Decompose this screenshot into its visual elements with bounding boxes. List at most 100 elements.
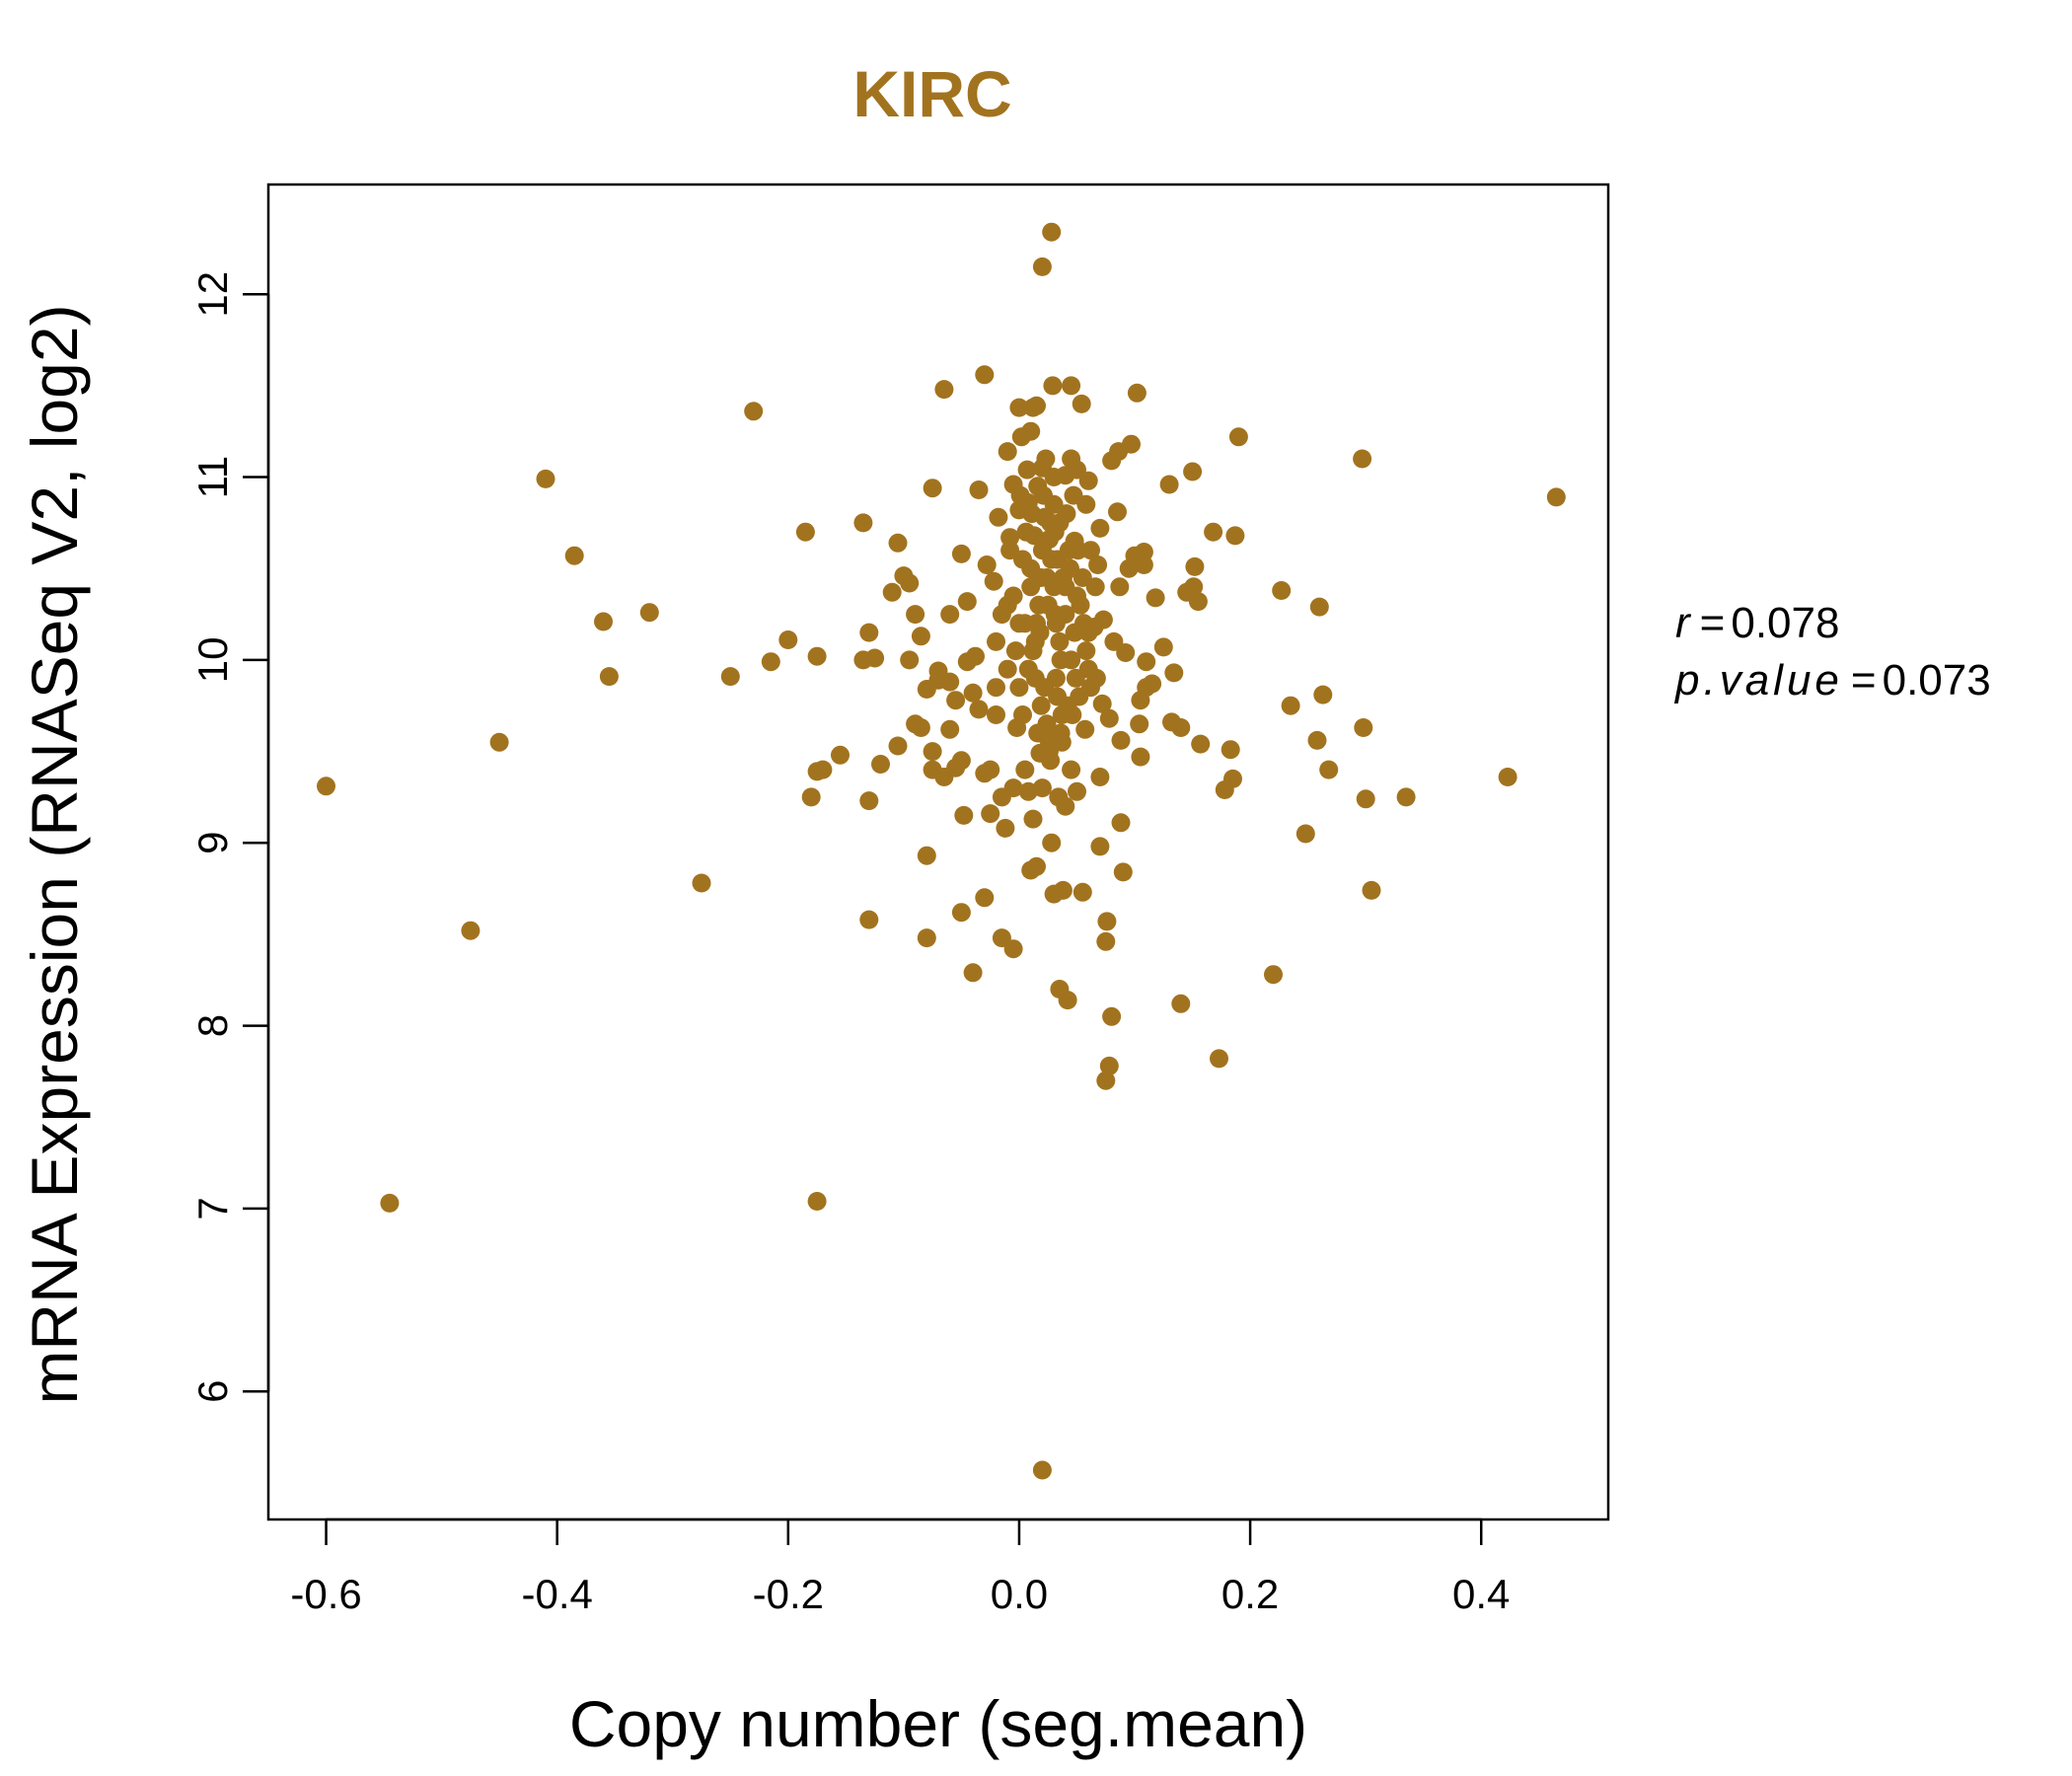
data-point <box>1032 1460 1052 1480</box>
data-point <box>1362 880 1381 900</box>
data-point <box>1057 504 1076 524</box>
data-point <box>1159 475 1179 494</box>
data-point <box>1076 494 1096 514</box>
x-tick-label: 0.0 <box>991 1571 1048 1617</box>
data-point <box>859 623 879 642</box>
data-point <box>1090 837 1110 856</box>
data-point <box>957 592 977 612</box>
data-point <box>1143 674 1162 694</box>
data-point <box>1025 668 1045 688</box>
data-point <box>1058 991 1077 1010</box>
data-point <box>888 736 908 756</box>
data-point <box>1099 1056 1119 1075</box>
data-point <box>1281 696 1300 715</box>
data-point <box>998 659 1017 679</box>
r-stat: r = 0.078 <box>1675 599 1839 647</box>
data-point <box>1066 668 1085 688</box>
data-point <box>1088 555 1108 574</box>
data-point <box>1031 568 1051 587</box>
data-point <box>1171 718 1191 737</box>
data-point <box>1042 222 1062 242</box>
data-point <box>1081 678 1100 698</box>
data-point <box>882 582 902 602</box>
data-point <box>1122 434 1141 454</box>
p-stat: p.value = 0.073 <box>1673 656 1991 704</box>
data-point <box>1073 882 1092 902</box>
data-point <box>923 479 942 498</box>
data-point <box>594 612 613 631</box>
x-tick-label: -0.2 <box>753 1571 824 1617</box>
data-point <box>1078 623 1098 642</box>
data-point <box>1062 376 1081 396</box>
data-point <box>1034 485 1053 505</box>
data-point <box>795 522 815 542</box>
data-point <box>1090 518 1110 538</box>
data-point <box>1099 708 1119 728</box>
p-label: p.value <box>1673 656 1843 704</box>
data-point <box>1210 1049 1228 1069</box>
data-point <box>1309 597 1329 617</box>
data-point <box>1164 663 1184 683</box>
data-point <box>987 678 1005 698</box>
data-point <box>900 573 920 593</box>
data-point <box>871 755 890 774</box>
data-point <box>1223 769 1242 788</box>
data-point <box>536 469 555 488</box>
data-point <box>989 507 1008 527</box>
data-point <box>1003 586 1023 606</box>
data-point <box>987 705 1005 724</box>
data-point <box>1498 768 1517 786</box>
data-point <box>906 605 925 625</box>
data-point <box>984 571 1003 591</box>
data-point <box>1096 931 1116 951</box>
y-tick-label: 12 <box>189 271 236 318</box>
data-point <box>1050 631 1070 651</box>
data-point <box>911 627 930 646</box>
data-point <box>1313 685 1333 704</box>
data-point <box>1228 427 1248 447</box>
x-tick-label: 0.2 <box>1221 1571 1279 1617</box>
r-label: r <box>1675 599 1692 647</box>
data-point <box>1085 577 1105 597</box>
data-point <box>1127 383 1147 403</box>
data-point <box>981 760 1000 779</box>
p-value: 0.073 <box>1883 656 1991 704</box>
data-point <box>317 777 335 796</box>
data-point <box>564 546 584 565</box>
data-point <box>1191 734 1211 754</box>
data-point <box>1028 723 1048 743</box>
data-point <box>801 787 821 807</box>
data-point <box>1000 541 1020 560</box>
data-point <box>1131 747 1150 767</box>
data-point <box>1307 730 1327 750</box>
data-point <box>1353 449 1372 469</box>
data-point <box>1110 577 1130 597</box>
y-tick-label: 11 <box>189 456 236 499</box>
data-point <box>975 365 995 385</box>
data-point <box>969 700 989 719</box>
data-point <box>1015 760 1035 779</box>
data-point <box>1043 376 1063 396</box>
stats-annotation: r = 0.078 p.value = 0.073 <box>1673 599 1991 704</box>
data-point <box>1090 768 1110 786</box>
data-point <box>954 805 974 825</box>
data-point <box>975 888 995 908</box>
data-point <box>940 719 960 739</box>
data-point <box>888 533 908 553</box>
data-point <box>1031 696 1051 715</box>
data-point <box>977 555 997 574</box>
data-point <box>981 804 1000 824</box>
data-point <box>1010 485 1030 505</box>
y-tick-label: 7 <box>189 1197 236 1220</box>
data-point <box>1046 614 1066 633</box>
y-axis: 6 7 8 9 10 11 12 <box>189 271 270 1403</box>
data-point <box>1045 522 1065 542</box>
data-point <box>1078 471 1098 490</box>
data-point <box>998 442 1017 462</box>
data-point <box>380 1193 400 1213</box>
data-point <box>963 963 983 983</box>
data-point <box>778 630 798 649</box>
data-point <box>692 873 711 893</box>
x-axis: -0.6 -0.4 -0.2 0.0 0.2 0.4 <box>290 1517 1510 1617</box>
data-point <box>1003 778 1023 798</box>
